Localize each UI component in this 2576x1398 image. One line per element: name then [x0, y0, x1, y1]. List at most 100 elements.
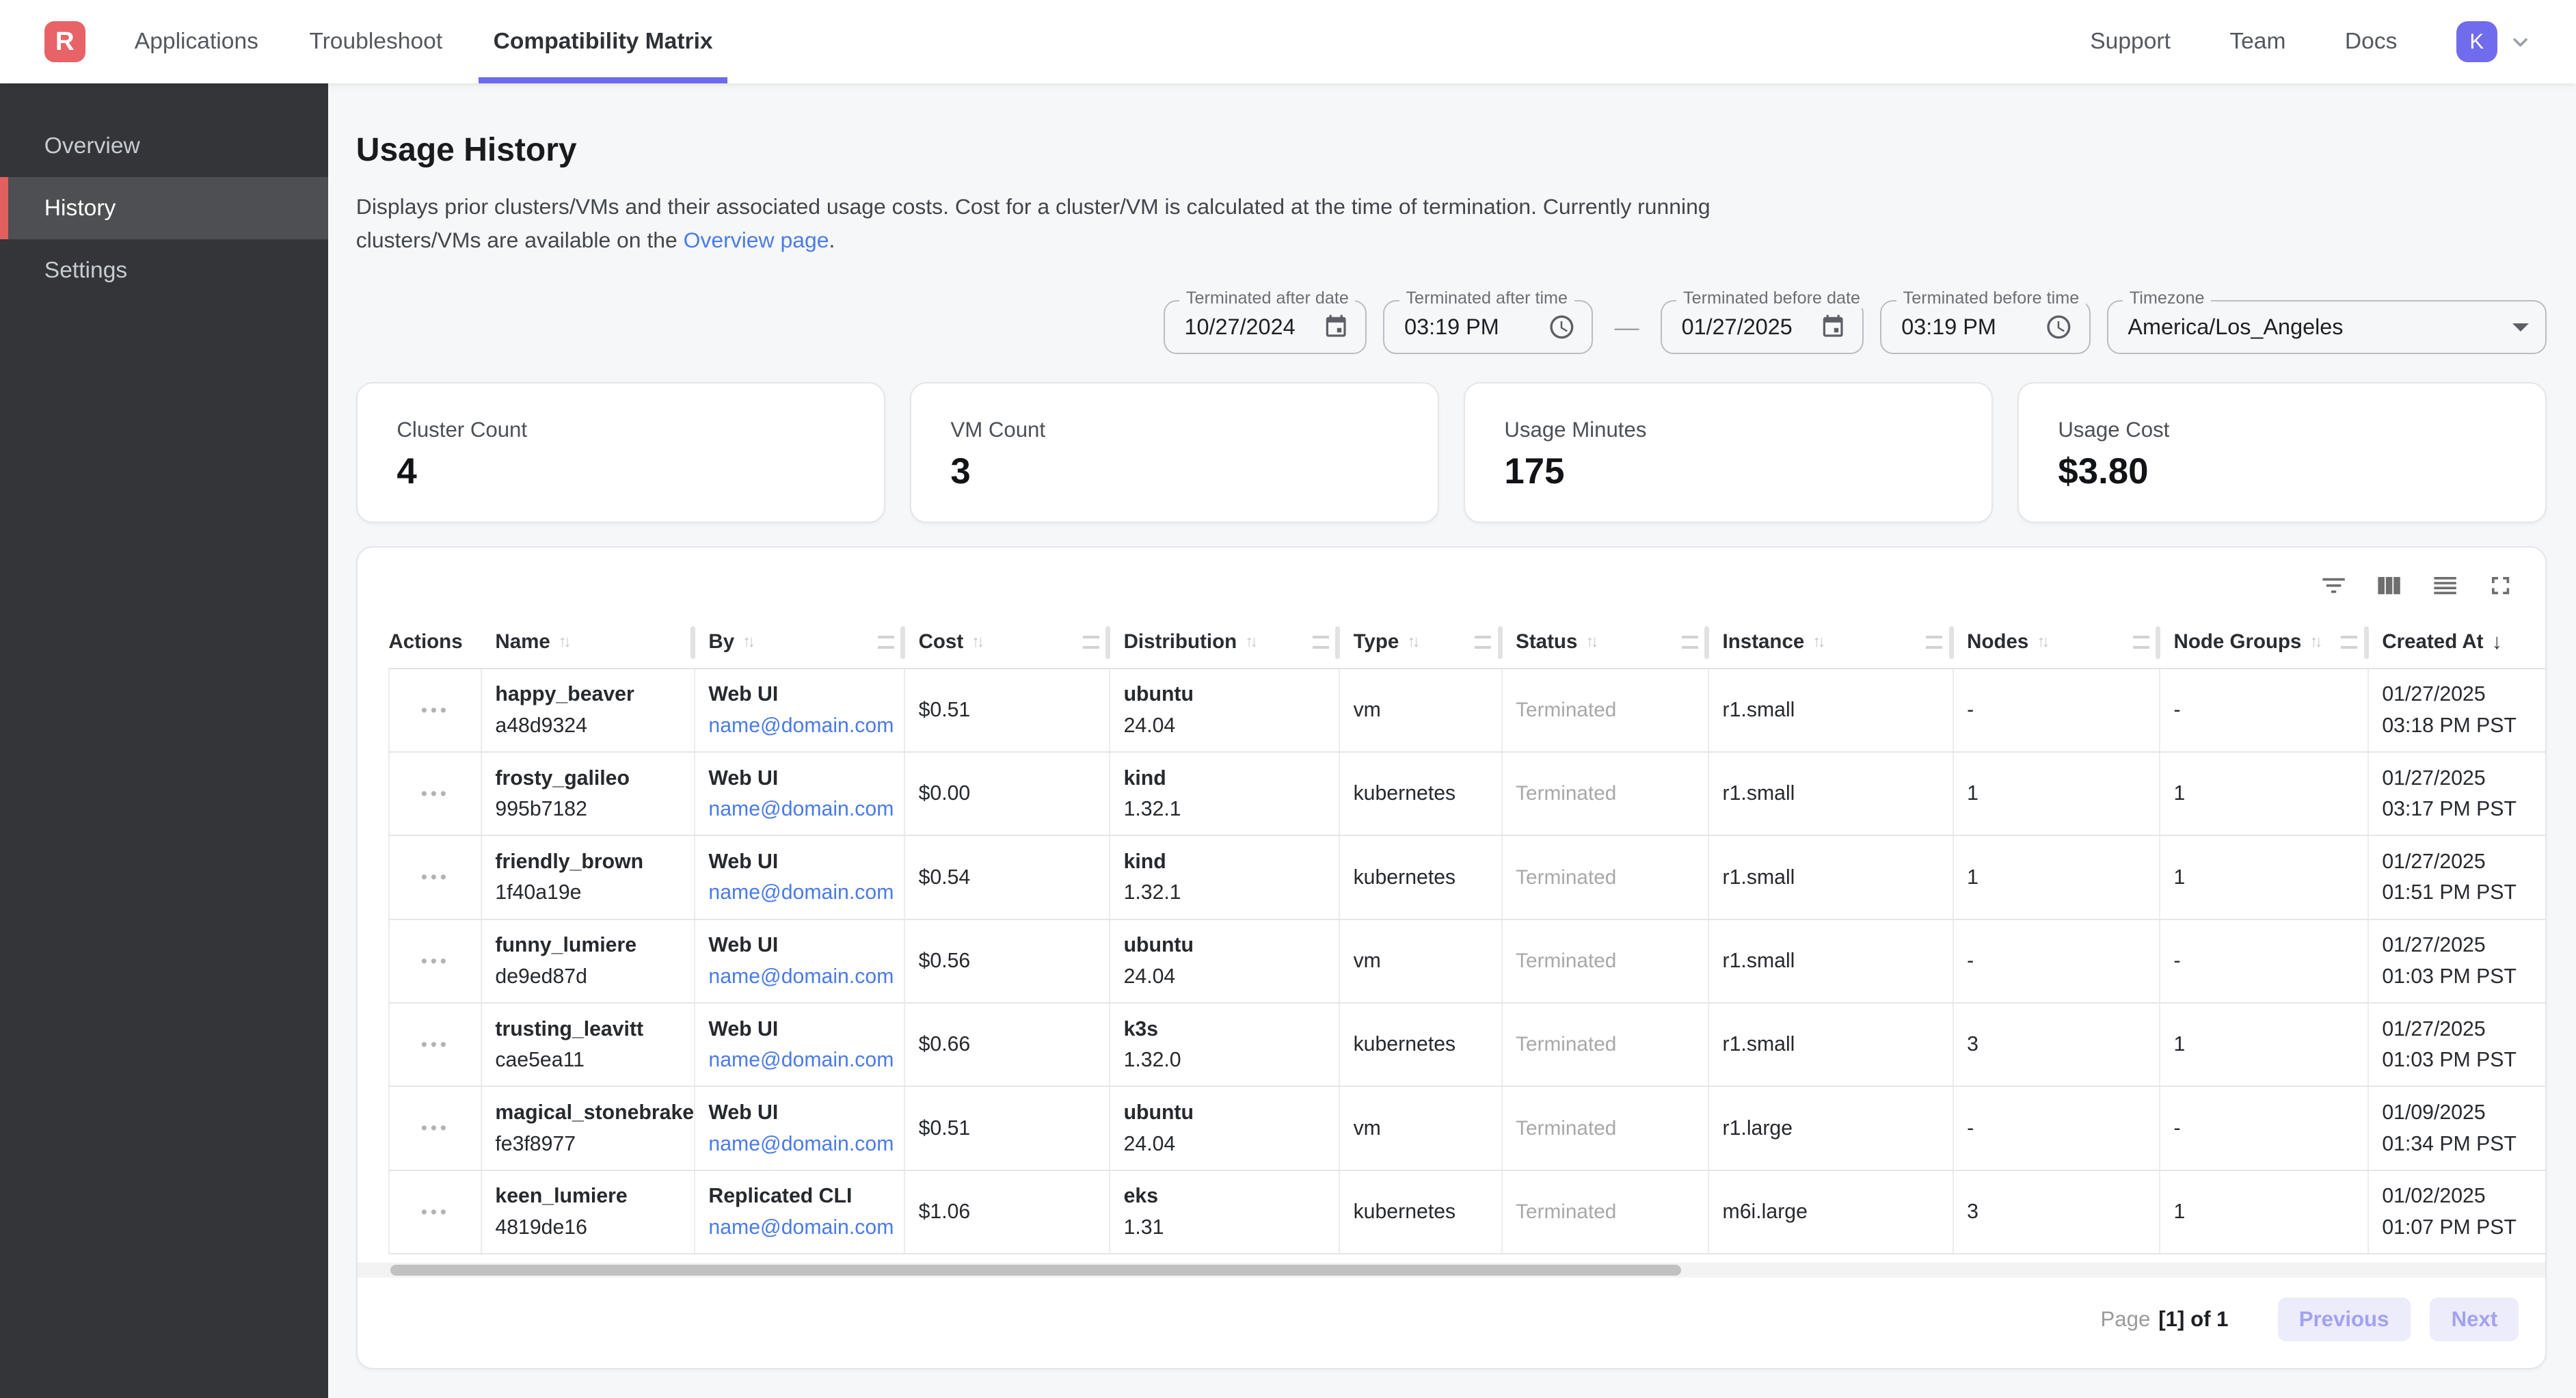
column-menu-icon[interactable]	[1082, 635, 1099, 649]
created-by-email-link[interactable]: name@domain.com	[708, 1216, 894, 1239]
column-header-distribution[interactable]: Distribution ↑↓	[1110, 617, 1341, 668]
clock-icon[interactable]	[1548, 313, 1576, 341]
terminated-after-date-field[interactable]: Terminated after date 10/27/2024	[1163, 288, 1367, 355]
column-separator[interactable]	[1704, 626, 1710, 660]
nodes-cell: 1	[1954, 836, 2161, 919]
row-actions-button[interactable]: •••	[388, 836, 483, 919]
column-menu-icon[interactable]	[2132, 635, 2149, 649]
tab-troubleshoot[interactable]: Troubleshoot	[309, 29, 443, 55]
terminated-after-time-field[interactable]: Terminated after time 03:19 PM	[1383, 288, 1594, 355]
overview-page-link[interactable]: Overview page	[683, 228, 829, 253]
sort-arrows-icon[interactable]: ↑↓	[558, 632, 572, 651]
column-menu-icon[interactable]	[1681, 635, 1698, 649]
created-by-source: Replicated CLI	[708, 1185, 853, 1208]
row-actions-button[interactable]: •••	[388, 1004, 483, 1086]
column-header-instance[interactable]: Instance ↑↓	[1709, 617, 1954, 668]
column-header-name[interactable]: Name ↑↓	[482, 617, 696, 668]
column-separator[interactable]	[2156, 626, 2161, 660]
row-actions-button[interactable]: •••	[388, 1087, 483, 1170]
sort-arrows-icon[interactable]: ↑↓	[1585, 632, 1598, 651]
column-separator[interactable]	[1105, 626, 1111, 660]
cluster-id: de9ed87d	[495, 965, 587, 988]
created-by-email-link[interactable]: name@domain.com	[708, 881, 894, 904]
stat-cards: Cluster Count 4 VM Count 3 Usage Minutes…	[355, 381, 2547, 524]
distribution-name: ubuntu	[1123, 934, 1194, 957]
column-separator[interactable]	[690, 626, 696, 660]
column-label: Cost	[918, 630, 964, 654]
column-header-created-at[interactable]: Created At ↓	[2369, 617, 2545, 668]
created-at-cell: 01/27/2025 03:18 PM PST	[2369, 669, 2545, 751]
density-icon[interactable]	[2430, 571, 2460, 600]
sidebar-item-settings[interactable]: Settings	[44, 257, 128, 283]
created-by-email-link[interactable]: name@domain.com	[708, 1132, 894, 1155]
column-header-by[interactable]: By ↑↓	[695, 617, 906, 668]
field-label: Timezone	[2123, 288, 2212, 308]
row-actions-button[interactable]: •••	[388, 1170, 483, 1254]
status-badge: Terminated	[1516, 782, 1617, 805]
node-groups-value: 1	[2173, 1200, 2186, 1224]
previous-button[interactable]: Previous	[2277, 1297, 2411, 1342]
column-separator[interactable]	[1497, 626, 1503, 660]
node-groups-cell: -	[2160, 1087, 2370, 1170]
column-header-node-groups[interactable]: Node Groups ↑↓	[2160, 617, 2370, 668]
type-value: kubernetes	[1353, 1033, 1456, 1056]
status-badge: Terminated	[1516, 950, 1617, 973]
column-menu-icon[interactable]	[1475, 635, 1492, 649]
created-by-email-link[interactable]: name@domain.com	[708, 965, 894, 988]
column-separator[interactable]	[900, 626, 906, 660]
stat-label: Usage Minutes	[1504, 418, 1647, 442]
column-menu-icon[interactable]	[2341, 635, 2358, 649]
column-menu-icon[interactable]	[1926, 635, 1943, 649]
replicated-logo[interactable]: R	[44, 21, 85, 63]
sort-arrows-icon[interactable]: ↑↓	[971, 632, 984, 651]
column-separator[interactable]	[1335, 626, 1341, 660]
avatar[interactable]: K	[2456, 21, 2497, 63]
terminated-before-date-field[interactable]: Terminated before date 01/27/2025	[1660, 288, 1867, 355]
support-link[interactable]: Support	[2090, 29, 2171, 55]
tab-applications[interactable]: Applications	[134, 29, 258, 55]
created-by-source: Web UI	[708, 683, 779, 706]
row-actions-button[interactable]: •••	[388, 752, 483, 835]
nodes-cell: 3	[1954, 1004, 2161, 1086]
column-separator[interactable]	[2363, 626, 2370, 660]
team-link[interactable]: Team	[2229, 29, 2286, 55]
sort-arrows-icon[interactable]: ↑↓	[2037, 632, 2050, 651]
created-time: 01:34 PM PST	[2382, 1132, 2517, 1155]
created-by-email-link[interactable]: name@domain.com	[708, 1049, 894, 1072]
sidebar-item-history[interactable]: History	[0, 177, 328, 240]
columns-icon[interactable]	[2374, 571, 2404, 600]
sort-arrows-icon[interactable]: ↑↓	[2309, 632, 2322, 651]
dropdown-arrow-icon	[2512, 323, 2529, 332]
column-separator[interactable]	[1948, 626, 1954, 660]
column-header-type[interactable]: Type ↑↓	[1340, 617, 1503, 668]
clock-icon[interactable]	[2045, 313, 2073, 341]
column-menu-icon[interactable]	[877, 635, 894, 649]
column-menu-icon[interactable]	[1312, 635, 1329, 649]
created-by-email-link[interactable]: name@domain.com	[708, 798, 894, 821]
sort-arrows-icon[interactable]: ↑↓	[742, 632, 755, 651]
calendar-icon[interactable]	[1323, 314, 1349, 340]
tab-compatibility-matrix[interactable]: Compatibility Matrix	[478, 0, 727, 84]
type-cell: vm	[1340, 669, 1503, 751]
sort-arrows-icon[interactable]: ↑↓	[1245, 632, 1258, 651]
terminated-before-time-field[interactable]: Terminated before time 03:19 PM	[1880, 288, 2091, 355]
fullscreen-icon[interactable]	[2486, 571, 2515, 600]
docs-link[interactable]: Docs	[2344, 29, 2398, 55]
ellipsis-icon: •••	[420, 867, 450, 888]
scrollbar-thumb[interactable]	[390, 1264, 1681, 1276]
account-menu[interactable]: K	[2456, 21, 2535, 63]
sort-desc-icon[interactable]: ↓	[2491, 630, 2503, 654]
row-actions-button[interactable]: •••	[388, 669, 483, 751]
row-actions-button[interactable]: •••	[388, 919, 483, 1003]
sort-arrows-icon[interactable]: ↑↓	[1407, 632, 1420, 651]
column-header-cost[interactable]: Cost ↑↓	[905, 617, 1111, 668]
sort-arrows-icon[interactable]: ↑↓	[1812, 632, 1825, 651]
column-header-nodes[interactable]: Nodes ↑↓	[1954, 617, 2161, 668]
column-header-status[interactable]: Status ↑↓	[1503, 617, 1710, 668]
filter-icon[interactable]	[2319, 571, 2348, 600]
created-by-email-link[interactable]: name@domain.com	[708, 714, 894, 737]
calendar-icon[interactable]	[1820, 314, 1846, 340]
next-button[interactable]: Next	[2430, 1297, 2519, 1342]
timezone-select[interactable]: Timezone America/Los_Angeles	[2106, 288, 2547, 355]
sidebar-item-overview[interactable]: Overview	[44, 133, 140, 159]
